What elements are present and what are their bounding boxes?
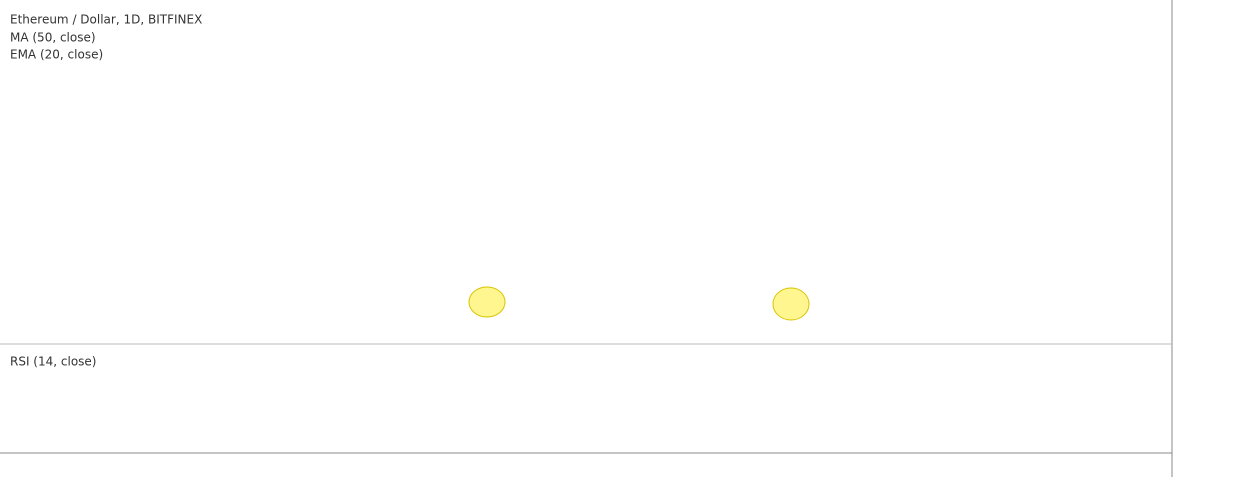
highlight: [772, 287, 810, 321]
chart-title: Ethereum / Dollar, 1D, BITFINEX: [10, 13, 202, 27]
rsi-title: RSI (14, close): [10, 355, 96, 369]
legend-entry: EMA (20, close): [10, 48, 103, 62]
legend-entry: MA (50, close): [10, 31, 96, 45]
highlight: [468, 286, 506, 318]
